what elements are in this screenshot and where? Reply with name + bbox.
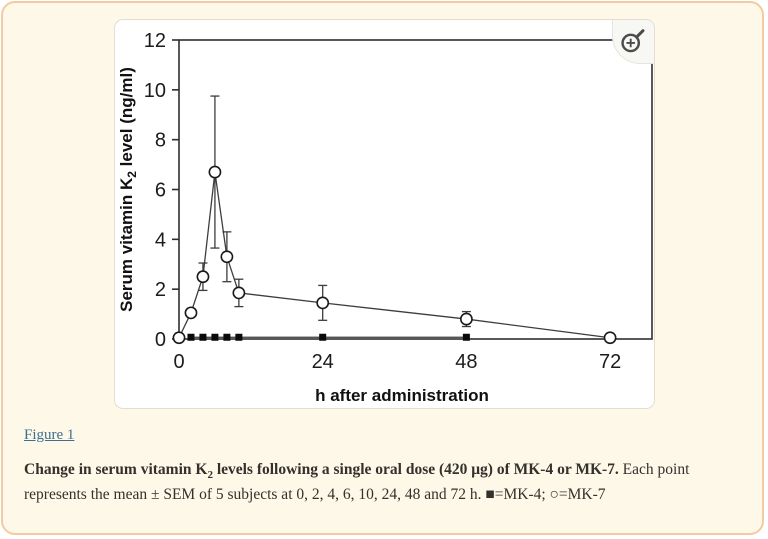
marker-square-mk-4 — [223, 333, 231, 341]
y-tick-label: 0 — [155, 329, 166, 351]
marker-square-mk-4 — [199, 333, 207, 341]
y-axis-label: Serum vitamin K2 level (ng/ml) — [117, 67, 139, 312]
marker-square-mk-4 — [462, 333, 470, 341]
x-tick-label: 24 — [312, 351, 334, 373]
y-tick-label: 2 — [155, 279, 166, 301]
y-tick-label: 4 — [155, 229, 166, 251]
marker-circle-mk-7 — [172, 331, 186, 345]
caption-segment: Each point represents the mean ± SEM of … — [24, 461, 690, 503]
x-tick-label: 72 — [599, 351, 621, 373]
marker-circle-mk-7 — [603, 331, 617, 345]
series-line-mk-7 — [178, 171, 611, 339]
marker-circle-mk-7 — [316, 296, 330, 310]
zoom-in-icon — [620, 28, 644, 52]
marker-square-mk-4 — [235, 333, 243, 341]
figure-caption: Change in serum vitamin K2 levels follow… — [24, 457, 750, 507]
marker-circle-mk-7 — [184, 306, 198, 320]
caption-segment: Change in serum vitamin K — [24, 461, 208, 478]
y-tick-label: 10 — [144, 80, 166, 102]
marker-circle-mk-7 — [459, 312, 473, 326]
marker-square-mk-4 — [187, 333, 195, 341]
marker-square-mk-4 — [211, 333, 219, 341]
zoom-in-button[interactable] — [612, 20, 654, 64]
figure-link[interactable]: Figure 1 — [24, 427, 75, 443]
marker-circle-mk-7 — [232, 286, 246, 300]
caption-segment: levels following a single oral dose (420… — [212, 461, 619, 478]
marker-square-mk-4 — [319, 333, 327, 341]
caption-area: Figure 1 Change in serum vitamin K2 leve… — [24, 426, 750, 507]
caption-segment: 2 — [207, 469, 213, 482]
y-tick-label: 6 — [155, 180, 166, 202]
x-tick-label: 48 — [455, 351, 477, 373]
marker-circle-mk-7 — [208, 165, 222, 179]
marker-circle-mk-7 — [196, 270, 210, 284]
y-tick-label: 12 — [144, 30, 166, 52]
x-axis-label: h after administration — [315, 386, 489, 405]
marker-circle-mk-7 — [220, 250, 234, 264]
x-tick-label: 0 — [173, 351, 184, 373]
figure-panel: 0 2 4 6 8 10 12 0 24 48 72 Serum vitamin K2 level (… — [114, 19, 655, 409]
y-tick-label: 8 — [155, 130, 166, 152]
